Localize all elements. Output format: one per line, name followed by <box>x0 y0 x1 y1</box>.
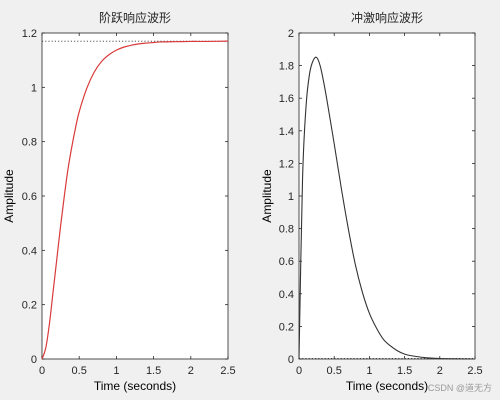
plot-area <box>298 32 476 360</box>
x-tick-label: 1.5 <box>397 365 412 377</box>
y-tick-label: 0.4 <box>279 289 294 301</box>
y-tick-label: 0.6 <box>279 256 294 268</box>
x-axis-label: Time (seconds) <box>94 379 176 393</box>
y-tick-label: 1 <box>288 191 294 203</box>
y-tick-label: 2 <box>288 28 294 40</box>
x-tick-label: 2 <box>188 365 194 377</box>
series-line <box>41 40 229 360</box>
y-axis-label: Amplitude <box>2 169 16 223</box>
x-tick-label: 0 <box>39 365 45 377</box>
x-tick-label: 1.5 <box>146 365 161 377</box>
x-tick-label: 0.5 <box>72 365 87 377</box>
y-tick-label: 1.4 <box>279 126 294 138</box>
y-tick-label: 0.2 <box>279 321 294 333</box>
y-tick-label: 1 <box>31 82 37 94</box>
y-tick-labels: 0 0.2 0.4 0.6 0.8 1 1.2 <box>22 28 37 366</box>
y-tick-label: 0 <box>288 354 294 366</box>
x-axis-label: Time (seconds) <box>346 379 428 393</box>
y-tick-label: 1.8 <box>279 61 294 73</box>
y-tick-label: 0.4 <box>22 245 37 257</box>
y-tick-label: 1.2 <box>279 158 294 170</box>
chart-title: 阶跃响应波形 <box>99 10 171 25</box>
y-tick-label: 0.2 <box>22 300 37 312</box>
chart-impulse-response: 冲激响应波形 0 0.2 0.4 0.6 0.8 1 1.2 1.4 1.6 1.8 2 0 0.5 1… <box>260 10 483 393</box>
series-line <box>298 56 476 360</box>
x-tick-label: 0.5 <box>327 365 342 377</box>
y-tick-label: 1.2 <box>22 28 37 40</box>
x-tick-label: 1 <box>366 365 372 377</box>
y-axis-label: Amplitude <box>260 169 274 223</box>
y-tick-label: 0.6 <box>22 191 37 203</box>
y-tick-label: 0.8 <box>22 137 37 149</box>
watermark: CSDN @道无方 <box>427 383 492 393</box>
x-tick-label: 0 <box>296 365 302 377</box>
x-tick-labels: 0 0.5 1 1.5 2 2.5 <box>39 365 236 377</box>
x-tick-label: 2.5 <box>220 365 235 377</box>
chart-step-response: 阶跃响应波形 0 0.2 0.4 0.6 0.8 1 1.2 0 0.5 1 1.5 2 2.5 Ti… <box>2 10 236 393</box>
y-tick-label: 1.6 <box>279 93 294 105</box>
x-tick-label: 1 <box>113 365 119 377</box>
x-tick-label: 2 <box>437 365 443 377</box>
plot-area <box>41 32 229 360</box>
x-tick-labels: 0 0.5 1 1.5 2 2.5 <box>296 365 483 377</box>
y-tick-label: 0.8 <box>279 224 294 236</box>
x-tick-label: 2.5 <box>467 365 482 377</box>
tick-marks <box>41 32 229 360</box>
y-tick-label: 0 <box>31 354 37 366</box>
y-tick-labels: 0 0.2 0.4 0.6 0.8 1 1.2 1.4 1.6 1.8 2 <box>279 28 294 366</box>
chart-title: 冲激响应波形 <box>351 10 423 25</box>
